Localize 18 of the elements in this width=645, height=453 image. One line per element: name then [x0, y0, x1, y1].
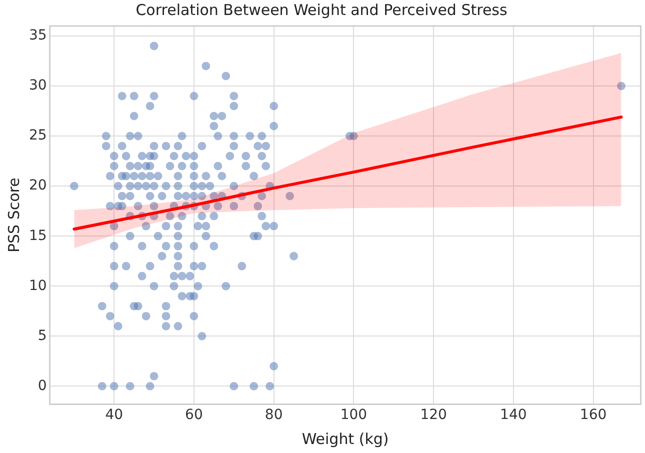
y-tick-label: 15 [28, 228, 47, 244]
y-tick-label: 0 [38, 378, 47, 394]
y-tick-label: 35 [28, 28, 47, 44]
y-tick-label: 25 [28, 128, 47, 144]
x-tick-label: 80 [264, 407, 283, 424]
y-tick-label: 5 [38, 328, 47, 344]
chart-title: Correlation Between Weight and Perceived Stress [136, 0, 508, 19]
x-axis-title: Weight (kg) [302, 430, 389, 448]
y-tick-label: 20 [28, 178, 47, 194]
x-tick-label: 60 [185, 407, 203, 424]
x-tick-label: 160 [580, 407, 607, 424]
y-tick-label: 10 [28, 278, 47, 294]
x-tick-label: 40 [105, 407, 124, 424]
x-tick-label: 100 [340, 407, 368, 424]
y-axis-title: PSS Score [4, 178, 23, 253]
y-tick-label: 30 [28, 78, 47, 94]
x-tick-label: 140 [500, 407, 527, 424]
x-tick-label: 120 [420, 407, 447, 424]
